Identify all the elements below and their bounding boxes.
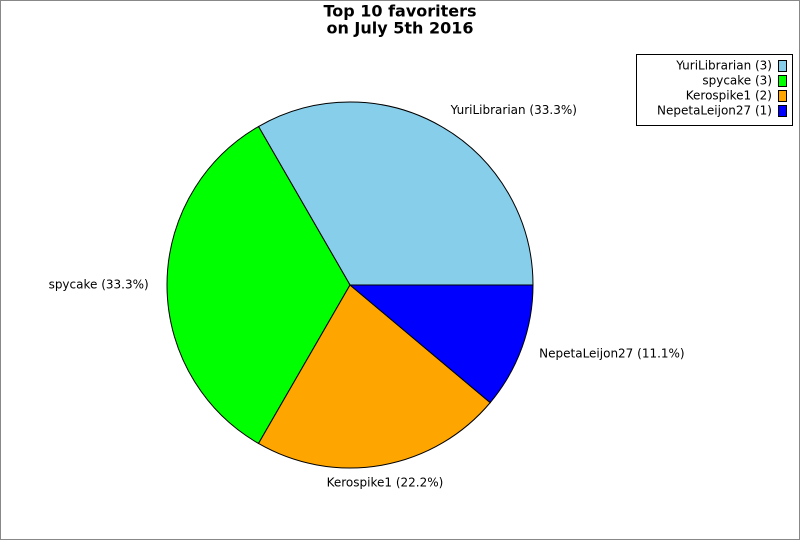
chart-title: Top 10 favoriters <box>323 2 476 21</box>
legend-swatch <box>778 75 787 87</box>
legend-label: NepetaLeijon27 (1) <box>657 104 772 118</box>
legend-box <box>636 54 793 126</box>
slice-label: NepetaLeijon27 (11.1%) <box>539 346 684 360</box>
slice-label: spycake (33.3%) <box>49 278 149 292</box>
pie-slice <box>257 101 534 286</box>
legend-label: spycake (3) <box>702 74 772 88</box>
slice-label: Kerospike1 (22.2%) <box>327 476 444 490</box>
pie-slice <box>257 284 491 469</box>
legend-label: Kerospike1 (2) <box>686 89 772 103</box>
legend-label: YuriLibrarian (3) <box>675 59 772 73</box>
slice-label: YuriLibrarian (33.3%) <box>450 103 577 117</box>
legend-swatch <box>778 60 787 72</box>
pie-slice <box>348 284 534 404</box>
chart-subtitle: on July 5th 2016 <box>326 19 473 38</box>
legend-swatch <box>778 105 787 117</box>
legend-swatch <box>778 90 787 102</box>
